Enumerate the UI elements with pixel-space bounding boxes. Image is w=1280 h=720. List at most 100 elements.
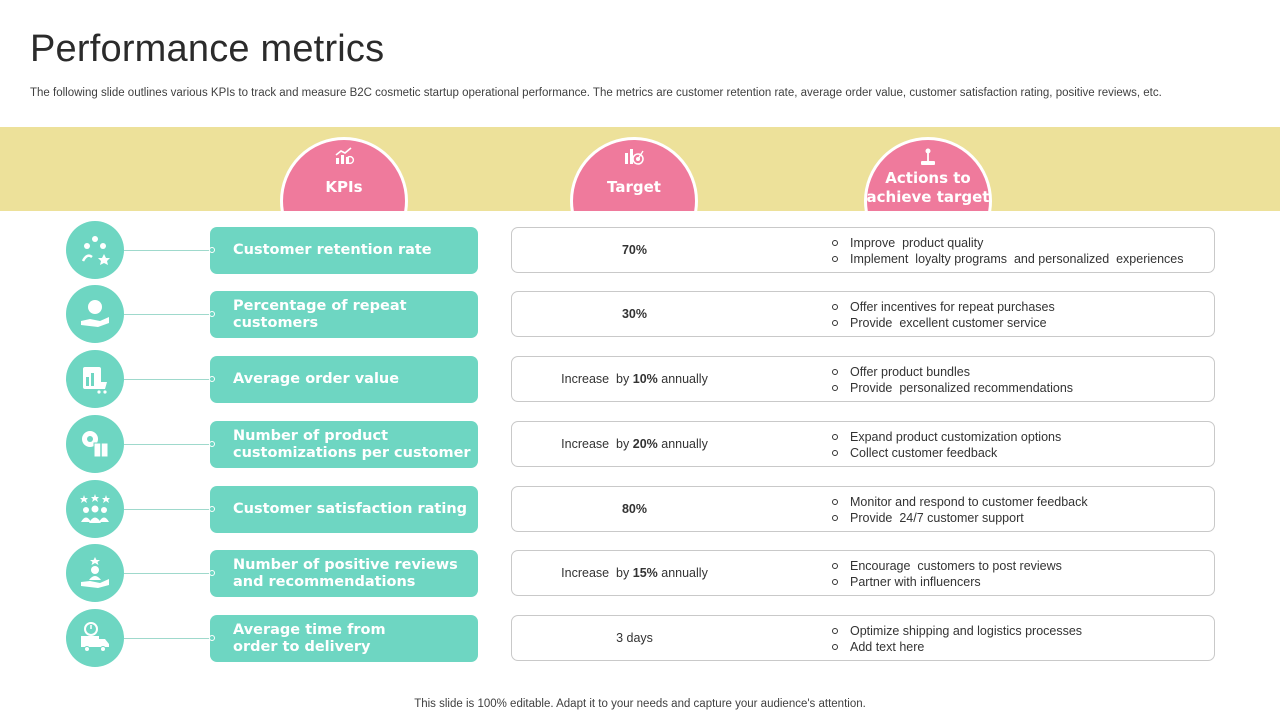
joystick-icon [921, 148, 935, 165]
connector-line [124, 638, 212, 639]
connector-line [124, 444, 212, 445]
kpi-icon-badge [66, 415, 124, 473]
kpi-label-box: Average order value [210, 356, 478, 403]
action-item: Implement loyalty programs and personali… [830, 251, 1184, 267]
target-number: 70% [621, 243, 648, 257]
actions-header-label-1: Actions to [885, 169, 971, 187]
target-bars-icon [625, 149, 644, 165]
action-list: Offer incentives for repeat purchases Pro… [830, 299, 1055, 331]
detail-row: Increase by 15% annually Encourage custom… [511, 550, 1215, 596]
action-item: Expand product customization options [830, 429, 1061, 445]
detail-row: 30% Offer incentives for repeat purchases… [511, 291, 1215, 337]
action-item: Add text here [830, 639, 1082, 655]
footer-note: This slide is 100% editable. Adapt it to… [414, 698, 866, 710]
action-text: Partner with influencers [850, 575, 981, 589]
connector-line [124, 250, 212, 251]
kpi-name-line: and recommendations [233, 573, 416, 590]
action-item: Monitor and respond to customer feedback [830, 494, 1088, 510]
kpi-name: Average time from order to delivery [233, 622, 386, 656]
action-text: Implement loyalty programs and personali… [850, 252, 1184, 266]
kpi-name-line: order to delivery [233, 638, 371, 655]
action-list: Monitor and respond to customer feedback… [830, 494, 1088, 526]
connector-dot [209, 311, 215, 317]
positive-reviews-icon [81, 557, 109, 588]
connector-line [124, 509, 212, 510]
kpi-label-box: Percentage of repeat customers [210, 291, 478, 338]
target-value: 30% [512, 292, 757, 336]
action-item: Improve product quality [830, 235, 1184, 251]
target-value: 80% [512, 487, 757, 531]
action-text: Offer product bundles [850, 365, 970, 379]
target-number: 15% [632, 566, 658, 580]
connector-dot [209, 506, 215, 512]
connector-dot [209, 441, 215, 447]
action-item: Provide personalized recommendations [830, 380, 1073, 396]
connector-line [124, 314, 212, 315]
kpi-label-box: Number of positive reviews and recommenda… [210, 550, 478, 597]
action-list: Optimize shipping and logistics processe… [830, 623, 1082, 655]
kpi-label-box: Average time from order to delivery [210, 615, 478, 662]
circle-bullet-icon [832, 385, 838, 391]
order-value-icon [83, 367, 107, 394]
kpi-icon-badge [66, 480, 124, 538]
detail-row: Increase by 10% annually Offer product bu… [511, 356, 1215, 402]
kpi-name-line: customizations per customer [233, 444, 471, 461]
satisfaction-rating-icon [80, 494, 110, 523]
kpi-icon-badge [66, 285, 124, 343]
kpi-icon-badge [66, 221, 124, 279]
kpi-name-line: customers [233, 314, 319, 331]
action-item: Provide 24/7 customer support [830, 510, 1088, 526]
actions-header: Actions to achieve target [864, 127, 992, 211]
action-text: Add text here [850, 640, 925, 654]
action-list: Offer product bundles Provide personalize… [830, 364, 1073, 396]
target-value: Increase by 10% annually [512, 357, 757, 401]
detail-row: 70% Improve product quality Implement loya… [511, 227, 1215, 273]
kpi-name: Average order value [233, 371, 399, 388]
repeat-customer-icon [81, 300, 109, 327]
kpis-header-label: KPIs [325, 178, 363, 196]
connector-line [124, 573, 212, 574]
target-number: 80% [621, 502, 648, 516]
target-value: 70% [512, 228, 757, 272]
action-item: Collect customer feedback [830, 445, 1061, 461]
circle-bullet-icon [832, 628, 838, 634]
action-list: Improve product quality Implement loyalty… [830, 235, 1184, 267]
kpi-name-line: Customer satisfaction rating [233, 501, 468, 517]
action-item: Offer product bundles [830, 364, 1073, 380]
growth-chart-icon [335, 147, 355, 165]
target-suffix: annually [657, 566, 708, 580]
action-text: Improve product quality [850, 236, 984, 250]
connector-dot [209, 635, 215, 641]
target-header: Target [570, 127, 698, 211]
kpi-name-line: Average time from [233, 621, 386, 638]
action-list: Encourage customers to post reviews Partn… [830, 558, 1062, 590]
target-value: 3 days [512, 616, 757, 660]
target-number: 10% [632, 372, 658, 386]
target-prefix: Increase by [561, 566, 633, 580]
circle-bullet-icon [832, 304, 838, 310]
action-item: Encourage customers to post reviews [830, 558, 1062, 574]
kpi-name-line: Number of product [233, 427, 389, 444]
circle-bullet-icon [832, 450, 838, 456]
action-item: Provide excellent customer service [830, 315, 1055, 331]
action-item: Offer incentives for repeat purchases [830, 299, 1055, 315]
connector-dot [209, 376, 215, 382]
kpi-label-box: Customer satisfaction rating [210, 486, 478, 533]
kpi-name: Customer retention rate [233, 242, 432, 259]
circle-bullet-icon [832, 499, 838, 505]
action-list: Expand product customization options Coll… [830, 429, 1061, 461]
connector-dot [209, 570, 215, 576]
kpi-name-line: Average order value [233, 371, 400, 387]
action-item: Optimize shipping and logistics processe… [830, 623, 1082, 639]
target-number: 3 days [616, 631, 653, 645]
kpi-label-box: Number of product customizations per cust… [210, 421, 478, 468]
target-value: Increase by 20% annually [512, 422, 757, 466]
kpi-icon-badge [66, 609, 124, 667]
kpis-header: KPIs [280, 127, 408, 211]
customization-icon [82, 431, 109, 458]
kpi-name: Number of positive reviews and recommenda… [233, 557, 458, 591]
circle-bullet-icon [832, 579, 838, 585]
target-suffix: annually [657, 437, 708, 451]
connector-dot [209, 247, 215, 253]
kpi-label-box: Customer retention rate [210, 227, 478, 274]
